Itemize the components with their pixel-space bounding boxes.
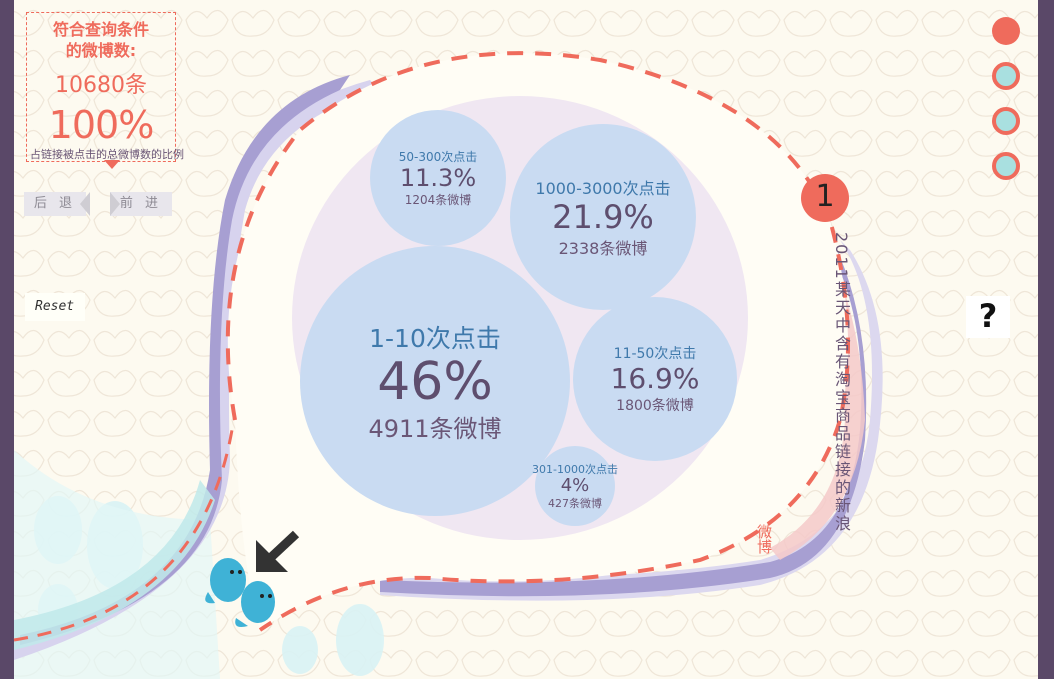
match-percent: 100%: [48, 103, 155, 147]
bubble-1000-3000[interactable]: 1000-3000次点击 21.9% 2338条微博: [510, 124, 696, 310]
bubble-label: 1000-3000次点击: [535, 179, 671, 198]
back-button[interactable]: 后 退: [24, 192, 86, 216]
match-count: 10680条: [55, 73, 147, 98]
help-button[interactable]: ?: [966, 296, 1010, 338]
bubble-percent: 46%: [377, 351, 493, 412]
forward-button[interactable]: 前 进: [110, 192, 172, 216]
bubble-count: 427条微博: [548, 497, 602, 510]
bubble-count: 2338条微博: [558, 239, 648, 258]
vertical-title-end: 微博: [755, 524, 773, 554]
bubble-label: 301-1000次点击: [532, 463, 618, 476]
right-frame: [1038, 0, 1054, 679]
bubble-percent: 11.3%: [399, 164, 477, 192]
bubble-label: 1-10次点击: [369, 323, 501, 353]
forward-arrow-icon: [110, 192, 120, 216]
bubble-50-300[interactable]: 50-300次点击 11.3% 1204条微博: [370, 110, 506, 246]
bubble-301-1000[interactable]: 301-1000次点击 4% 427条微博: [532, 446, 618, 526]
bubble-1-10[interactable]: 1-10次点击 46% 4911条微博: [300, 246, 570, 516]
panel-tail: [104, 160, 120, 169]
bubble-label: 50-300次点击: [398, 150, 478, 164]
vertical-title: 2011某天中含有淘宝商品链接的新浪: [832, 232, 851, 533]
arrow-down-left-icon: [256, 530, 300, 572]
bubble-11-50[interactable]: 11-50次点击 16.9% 1800条微博: [573, 297, 737, 461]
step-dot-4[interactable]: [992, 152, 1020, 180]
fish-mascot-icon: [205, 558, 275, 627]
bubble-count: 1204条微博: [404, 193, 472, 207]
back-arrow-icon: [80, 192, 90, 216]
bubble-count: 1800条微博: [616, 398, 694, 414]
index-badge: 1: [801, 174, 849, 222]
bubble-percent: 16.9%: [610, 362, 700, 395]
match-count-panel: 符合查询条件 的微博数: 10680条 100% 占链接被点击的总微博数的比例: [26, 12, 184, 162]
reset-button[interactable]: Reset: [25, 293, 85, 321]
left-frame: [0, 0, 14, 679]
count-title-line1: 符合查询条件: [52, 20, 149, 39]
count-title-line2: 的微博数:: [65, 41, 137, 60]
bubble-percent: 21.9%: [552, 198, 654, 236]
bubble-percent: 4%: [560, 475, 590, 496]
step-dot-1[interactable]: [992, 17, 1020, 45]
bubble-count: 4911条微博: [368, 414, 502, 443]
bubble-label: 11-50次点击: [613, 346, 697, 362]
step-dot-3[interactable]: [992, 107, 1020, 135]
percent-caption: 占链接被点击的总微博数的比例: [30, 148, 184, 161]
step-dot-2[interactable]: [992, 62, 1020, 90]
